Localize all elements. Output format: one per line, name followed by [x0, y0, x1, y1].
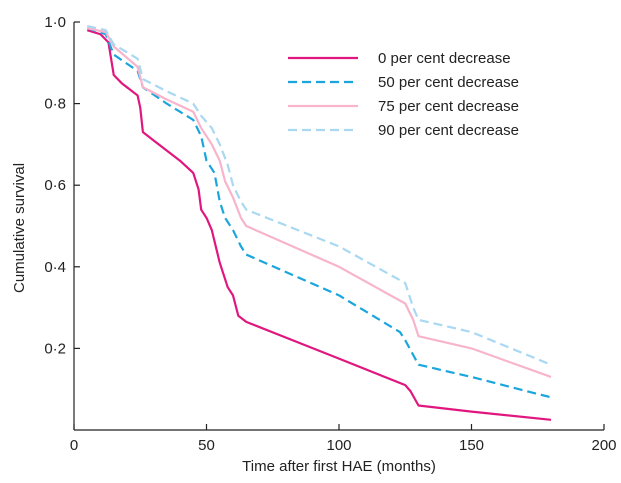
x-tick-label: 100: [326, 437, 351, 454]
legend-label: 50 per cent decrease: [378, 74, 519, 91]
legend-item: 90 per cent decrease: [288, 122, 519, 139]
x-tick-label: 150: [459, 437, 484, 454]
legend-label: 90 per cent decrease: [378, 122, 519, 139]
y-tick-label: 0·2: [44, 340, 66, 357]
x-tick-label: 0: [70, 437, 78, 454]
legend-item: 75 per cent decrease: [288, 98, 519, 115]
legend-item: 50 per cent decrease: [288, 74, 519, 91]
x-axis-title: Time after first HAE (months): [242, 458, 436, 475]
legend-item: 0 per cent decrease: [288, 50, 511, 67]
series-line-3: [87, 25, 552, 366]
axes: 0 50 100 150 200 0·2 0·4 0·6 0·8 1·0: [44, 14, 616, 454]
y-axis-title: Cumulative survival: [11, 163, 28, 293]
y-tick-label: 1·0: [44, 14, 66, 31]
series-line-2: [87, 27, 552, 378]
x-tick-label: 200: [591, 437, 616, 454]
legend-label: 0 per cent decrease: [378, 50, 511, 67]
y-tick-label: 0·4: [44, 259, 66, 276]
x-tick-label: 50: [198, 437, 215, 454]
y-tick-label: 0·8: [44, 96, 66, 113]
legend: 0 per cent decrease 50 per cent decrease 7…: [288, 50, 519, 139]
series-line-0: [86, 29, 552, 421]
y-tick-label: 0·6: [44, 177, 66, 194]
series-group: [86, 25, 552, 421]
legend-label: 75 per cent decrease: [378, 98, 519, 115]
x-ticks: 0 50 100 150 200: [70, 424, 617, 454]
y-ticks: 0·2 0·4 0·6 0·8 1·0: [44, 14, 80, 357]
